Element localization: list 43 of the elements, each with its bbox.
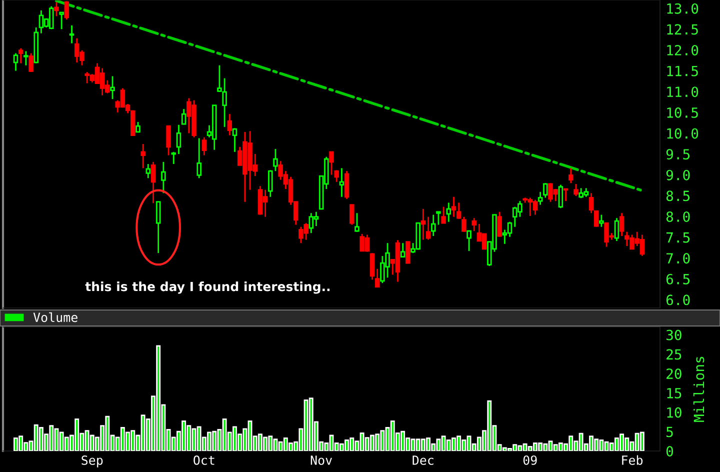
candlestick: [420, 208, 426, 240]
x-tick-label: Oct: [194, 455, 214, 465]
y-tick-label: 25: [666, 349, 682, 360]
y-tick-label: 10: [667, 407, 682, 418]
y-tick-label: 10.5: [667, 107, 698, 118]
y-tick-label: 12.5: [667, 24, 698, 35]
candlestick: [161, 161, 166, 194]
y-tick-label: 11.0: [667, 86, 698, 98]
candlestick: [140, 143, 146, 169]
y-tick-label: 11.5: [667, 66, 698, 76]
y-tick-label: 5: [666, 426, 673, 438]
candlestick: [446, 202, 452, 223]
y-tick-label: 20: [666, 368, 682, 380]
y-tick-label: 6.5: [666, 274, 690, 284]
y-tick-label: 9.0: [666, 170, 690, 180]
x-tick-label: Feb: [622, 455, 643, 465]
y-tick-label: 7.0: [666, 253, 690, 264]
candlestick: [339, 167, 344, 198]
y-tick-label: 30: [666, 330, 682, 340]
candlestick: [472, 217, 476, 232]
y-tick-label: 8.0: [666, 211, 690, 222]
y-tick-label: 7.5: [666, 232, 690, 243]
x-tick-label: Nov: [310, 456, 332, 465]
candlestick: [430, 214, 436, 237]
annotation: this is the day I found interesting..: [85, 282, 330, 294]
candlestick: [24, 50, 28, 66]
candlestick: [451, 196, 456, 218]
y-tick-label: 13.0: [667, 3, 698, 14]
x-tick-label: Sep: [82, 455, 103, 468]
y-tick-label: 15: [667, 388, 682, 398]
y-tick-label: 10.0: [667, 128, 698, 139]
y-tick-label: 12.0: [667, 44, 698, 56]
x-tick-label: 09: [523, 455, 537, 465]
y-tick-label: 9.5: [666, 149, 690, 160]
legend-label: Volume: [33, 312, 78, 322]
candlestick: [176, 124, 182, 155]
candlestick: [227, 113, 232, 136]
y-tick-label: 8.5: [666, 190, 690, 202]
y-axis-title: Millions: [693, 356, 704, 422]
candlestick: [538, 191, 543, 206]
x-tick-label: Dec: [412, 456, 434, 465]
y-tick-label: 6.0: [666, 294, 690, 306]
y-tick-label: 0: [666, 446, 674, 457]
